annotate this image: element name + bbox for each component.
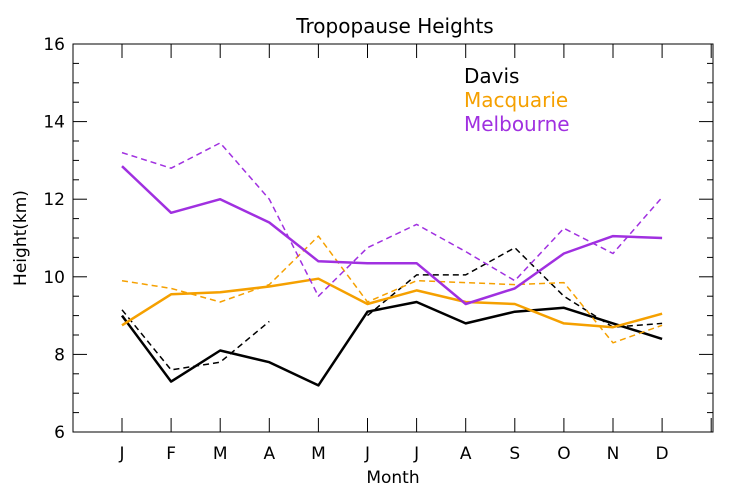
plot-frame [72, 43, 714, 433]
series-line-davis-solid [120, 300, 663, 387]
series-line-davis-dashed [121, 309, 270, 371]
x-tick-label: M [213, 444, 228, 464]
legend-entry-macquarie: Macquarie [464, 88, 568, 112]
x-tick-label: J [118, 444, 124, 464]
y-tick-label: 10 [43, 268, 65, 288]
legend-entry-melbourne: Melbourne [464, 112, 570, 136]
x-tick-label: N [607, 444, 620, 464]
series-line-macquarie-solid [121, 277, 663, 329]
y-tick-label: 12 [43, 190, 65, 210]
series-line-melbourne-solid [121, 165, 663, 306]
series-line-macquarie-dashed [121, 235, 663, 344]
legend-entry-davis: Davis [464, 64, 519, 88]
x-tick-label: O [557, 444, 570, 464]
x-tick-label: D [656, 444, 669, 464]
y-tick-label: 8 [54, 345, 65, 365]
y-tick-label: 16 [43, 35, 65, 55]
y-axis: 6 8 10 12 14 16 [43, 35, 713, 443]
x-tick-label: J [364, 444, 370, 464]
x-tick-label: S [509, 444, 520, 464]
y-tick-label: 14 [43, 113, 65, 133]
x-tick-label: A [460, 444, 472, 464]
chart-title: Tropopause Heights [295, 14, 493, 38]
series-line-melbourne-dashed [121, 142, 663, 297]
series-group [120, 142, 663, 387]
x-tick-label: J [413, 444, 419, 464]
x-tick-label: A [263, 444, 275, 464]
x-tick-label: F [166, 444, 176, 464]
y-axis-label: Height(km) [11, 190, 31, 286]
x-tick-label: M [311, 444, 326, 464]
y-tick-label: 6 [54, 423, 65, 443]
x-axis-label: Month [366, 468, 419, 488]
series-line-davis-dashed [367, 246, 663, 328]
